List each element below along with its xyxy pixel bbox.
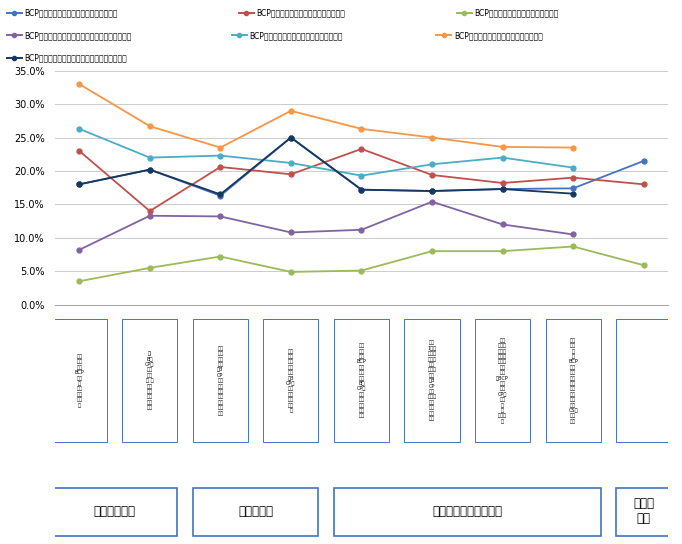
FancyBboxPatch shape (475, 319, 530, 442)
Text: BCP策定時の担当者の不在（異動等）: BCP策定時の担当者の不在（異動等） (475, 8, 559, 17)
FancyBboxPatch shape (334, 319, 389, 442)
Text: 机上
訓練
を実
施し
たB
CP
の実
実践
践に
を基
基づ
づい
いた: 机上 訓練 を実 施し たB CP の実 実践 践に を基 基づ づい いた (217, 346, 224, 416)
Text: 定期的な見直し・更新: 定期的な見直し・更新 (432, 505, 502, 518)
Text: 等見
～重直
定要し
期事て
・項一
た括
従来
のBCP
変に
更対
CPな
を等
変
更
　のえ
ん: 等見 ～重直 定要し 期事て ・項一 た括 従来 のBCP 変に 更対 CPな … (496, 338, 509, 424)
FancyBboxPatch shape (404, 319, 460, 442)
FancyBboxPatch shape (616, 319, 671, 442)
Text: BCP策定時に運用・管理について想定していない: BCP策定時に運用・管理について想定していない (25, 31, 132, 40)
FancyBboxPatch shape (616, 488, 671, 536)
Text: BCPに対する社内要員の取組み意識が希薄: BCPに対する社内要員の取組み意識が希薄 (25, 8, 118, 17)
Text: BCPに対する経営層の取組み意識が希薄: BCPに対する経営層の取組み意識が希薄 (256, 8, 345, 17)
Text: リ従
1旧え
ス方方
ク針を
の踏
変まえ
化た
をB
CP
踏の
まえ内
容定
を期
　的
：障: リ従 1旧え ス方方 ク針を の踏 変まえ 化た をB CP 踏の まえ内 容定… (428, 341, 436, 421)
FancyBboxPatch shape (263, 319, 318, 442)
FancyBboxPatch shape (193, 488, 318, 536)
FancyBboxPatch shape (193, 319, 248, 442)
Text: の資
案・
改訂
BCP
を内
直し
た容
Bを
CP変
をえ
含て
え見
て直
し教: の資 案・ 改訂 BCP を内 直し た容 Bを CP変 をえ 含て え見 て直… (357, 343, 366, 418)
FancyBboxPatch shape (52, 319, 107, 442)
Text: 社内への周知: 社内への周知 (93, 505, 136, 518)
Text: 実践
的訓
練を
実施
し防
～B
CP除
の実
防践
災を
含含
く: 実践 的訓 練を 実施 し防 ～B CP除 の実 防践 災を 含含 く (286, 349, 295, 413)
FancyBboxPatch shape (334, 488, 601, 536)
Text: BCP維持・管理に必要なノウハウが不十分: BCP維持・管理に必要なノウハウが不十分 (250, 31, 343, 40)
Text: 社た
知内
・周
BCP
を知
の
徹底
広く
周・
じ: 社た 知内 ・周 BCP を知 の 徹底 広く 周・ じ (74, 354, 84, 407)
Text: BCP維持・管理に必要な要員が割けない: BCP維持・管理に必要な要員が割けない (454, 31, 543, 40)
Text: 戦略的
活用: 戦略的 活用 (633, 497, 654, 526)
FancyBboxPatch shape (546, 319, 601, 442)
Text: でl
Bの
CP定
を期
広的
く な
周研
知修
し・
た訓
　練: でl Bの CP定 を期 広的 く な 周研 知修 し・ た訓 練 (145, 351, 155, 410)
Text: BCP維持・管理に必要な資金・予算が足りない: BCP維持・管理に必要な資金・予算が足りない (25, 53, 128, 63)
FancyBboxPatch shape (122, 319, 177, 442)
FancyBboxPatch shape (52, 488, 177, 536)
Text: 訓練の実施: 訓練の実施 (238, 505, 273, 518)
Text: 等ル
～や
監
視
BCP
リを
ス活
ク用
管し
理て
に次
をの
略活
CS用
す内
アし: 等ル ～や 監 視 BCP リを ス活 ク用 管し 理て に次 をの 略活 CS… (568, 338, 578, 424)
